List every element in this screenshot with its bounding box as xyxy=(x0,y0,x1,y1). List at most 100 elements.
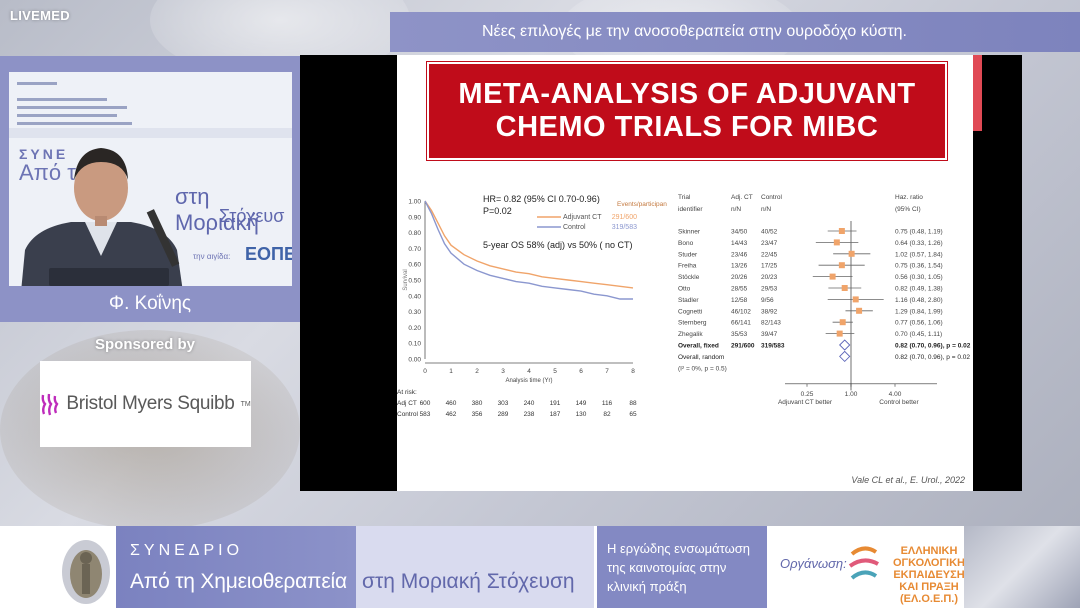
trial-ctrl: 29/53 xyxy=(761,286,778,293)
trial-ctrl: 20/23 xyxy=(761,274,778,281)
at-risk-value: 240 xyxy=(524,400,535,407)
headline-line: CHEMO TRIALS FOR MIBC xyxy=(495,111,879,143)
overall-ctrl: 319/583 xyxy=(761,343,785,350)
x-tick-label: 2 xyxy=(475,368,479,375)
header-trial-2: identifier xyxy=(678,206,703,213)
at-risk-value: 187 xyxy=(550,411,561,418)
trial-adj: 20/26 xyxy=(731,274,748,281)
x-tick-label: 8 xyxy=(631,368,635,375)
trial-name: Bono xyxy=(678,240,694,247)
poster-org-logo: ΕΟΠΕ xyxy=(245,244,292,264)
at-risk-value: 583 xyxy=(420,411,431,418)
y-tick-label: 0.40 xyxy=(408,293,421,300)
at-risk-value: 462 xyxy=(446,411,457,418)
at-risk-value: 82 xyxy=(603,411,611,418)
hr-marker xyxy=(841,285,848,291)
trial-ctrl: 9/56 xyxy=(761,297,774,304)
overall-diamond xyxy=(839,350,851,363)
poster-small-text xyxy=(9,72,159,142)
laptop xyxy=(49,268,169,286)
trial-name: Skinner xyxy=(678,229,701,236)
favours-left: Adjuvant CT better xyxy=(778,399,833,406)
at-risk-value: 149 xyxy=(576,400,587,407)
at-risk-value: 130 xyxy=(576,411,587,418)
organizer-label: Οργάνωση: xyxy=(780,556,847,571)
sponsor-name: Bristol Myers Squibb xyxy=(66,393,235,414)
overall-adj: 291/600 xyxy=(731,343,755,350)
at-risk-value: 380 xyxy=(472,400,483,407)
trial-name: Cognetti xyxy=(678,308,702,315)
at-risk-label: At risk: xyxy=(397,389,417,396)
hr-marker xyxy=(829,273,836,280)
at-risk-row-label: Control xyxy=(397,411,419,418)
x-tick-label: 1 xyxy=(449,368,453,375)
hr-text: 1.29 (0.84, 1.99) xyxy=(895,308,943,315)
footer-congress-block xyxy=(116,526,356,608)
events-header: Events/participants xyxy=(617,201,667,208)
trial-ctrl: 17/25 xyxy=(761,263,778,270)
sculpture-logo-icon xyxy=(62,540,110,604)
forest-x-tick-label: 0.25 xyxy=(801,391,814,398)
presentation-slide: META-ANALYSIS OF ADJUVANT CHEMO TRIALS F… xyxy=(397,55,973,491)
x-tick-label: 3 xyxy=(501,368,505,375)
trial-ctrl: 82/143 xyxy=(761,320,781,327)
at-risk-value: 88 xyxy=(629,400,637,407)
hr-text: 0.56 (0.30, 1.05) xyxy=(895,274,943,281)
org-line: ΕΛΛΗΝΙΚΗ xyxy=(900,545,958,557)
forest-x-tick-label: 1.00 xyxy=(845,391,858,398)
poster-line: στη Μοριακή xyxy=(175,184,259,235)
x-tick-label: 0 xyxy=(423,368,427,375)
org-line: (ΕΛ.Ο.Ε.Π.) xyxy=(899,593,959,605)
overall-hr-text: 0.82 (0.70, 0.96), p = 0.02 xyxy=(895,354,970,361)
hr-marker xyxy=(848,250,855,257)
favours-right: Control better xyxy=(879,399,919,406)
at-risk-row-label: Adj CT xyxy=(397,400,417,407)
org-line: ΕΚΠΑΙΔΕΥΣΗ xyxy=(893,569,965,581)
trial-adj: 12/58 xyxy=(731,297,748,304)
hr-text: 1.16 (0.48, 2.80) xyxy=(895,297,943,304)
y-tick-label: 0.00 xyxy=(408,357,421,364)
bms-mark-icon xyxy=(41,393,59,416)
speaker-video[interactable]: ΣΥΝΕ Από τ στη Μοριακή Στόχευσ την αιγίδ… xyxy=(9,72,292,286)
trial-ctrl: 39/47 xyxy=(761,331,778,338)
hr-text: 0.77 (0.56, 1.06) xyxy=(895,320,943,327)
overall-hr-text: 0.82 (0.70, 0.96), p = 0.02 xyxy=(895,343,971,350)
speaker-name: Φ. Κοΐνης xyxy=(108,293,192,314)
y-tick-label: 0.70 xyxy=(408,246,421,253)
trial-adj: 28/55 xyxy=(731,286,748,293)
congress-label: ΣΥΝΕΔΡΙΟ xyxy=(130,542,244,559)
trial-name: Zhegalik xyxy=(678,331,703,338)
y-tick-label: 0.80 xyxy=(408,230,421,237)
km-curve-control xyxy=(424,200,633,300)
slide-accent-bar xyxy=(973,55,982,131)
session-title-bar: Νέες επιλογές με την ανοσοθεραπεία στην … xyxy=(390,12,1080,52)
at-risk-value: 191 xyxy=(550,400,561,407)
header-ctrl: Control xyxy=(761,194,783,201)
sponsored-by-label: Sponsored by xyxy=(94,336,195,353)
citation: Vale CL et al., E. Urol., 2022 xyxy=(851,475,965,485)
hr-marker xyxy=(856,307,863,314)
hr-marker xyxy=(838,262,845,269)
hr-text: 0.70 (0.45, 1.11) xyxy=(895,331,942,338)
org-line: ΚΑΙ ΠΡΑΞΗ xyxy=(899,581,959,593)
hr-marker xyxy=(838,228,845,234)
y-tick-label: 1.00 xyxy=(408,199,421,206)
header-adj-2: n/N xyxy=(731,206,741,213)
at-risk-value: 238 xyxy=(524,411,535,418)
trial-ctrl: 23/47 xyxy=(761,240,778,247)
congress-title-part-a: Από τη Χημειοθεραπεία xyxy=(130,570,347,593)
poster-line: Στόχευσ xyxy=(219,206,285,226)
header-hr: Haz. ratio xyxy=(895,194,923,201)
eloep-logo-icon xyxy=(848,546,879,580)
at-risk-value: 116 xyxy=(602,400,613,407)
hr-text: 1.02 (0.57, 1.84) xyxy=(895,251,943,258)
trial-ctrl: 22/45 xyxy=(761,251,778,258)
headline-line: META-ANALYSIS OF ADJUVANT xyxy=(458,78,916,110)
header-trial: Trial xyxy=(678,194,691,201)
at-risk-value: 600 xyxy=(420,400,431,407)
forest-x-tick-label: 4.00 xyxy=(889,391,902,398)
at-risk-value: 356 xyxy=(472,411,483,418)
trial-ctrl: 40/52 xyxy=(761,229,778,236)
os-annotation: 5-year OS 58% (adj) vs 50% ( no CT) xyxy=(483,240,633,250)
p-annotation: P=0.02 xyxy=(483,206,512,216)
